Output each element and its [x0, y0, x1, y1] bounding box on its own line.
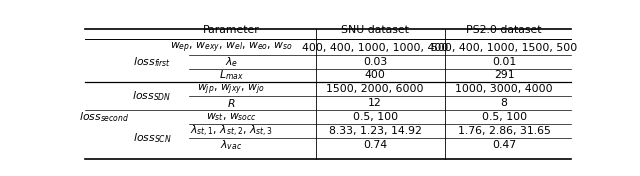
Text: $loss_{SCN}$: $loss_{SCN}$ [132, 131, 172, 145]
Text: $\lambda_{vac}$: $\lambda_{vac}$ [220, 138, 243, 152]
Text: $loss_{second}$: $loss_{second}$ [79, 110, 129, 124]
Text: 0.03: 0.03 [363, 57, 387, 67]
Text: $R$: $R$ [227, 97, 236, 109]
Text: 8.33, 1.23, 14.92: 8.33, 1.23, 14.92 [329, 126, 422, 136]
Text: 1000, 3000, 4000: 1000, 3000, 4000 [455, 84, 553, 94]
Text: $loss_{SDN}$: $loss_{SDN}$ [132, 89, 172, 103]
Text: $\lambda_{st,1}$, $\lambda_{st,2}$, $\lambda_{st,3}$: $\lambda_{st,1}$, $\lambda_{st,2}$, $\la… [190, 124, 273, 139]
Text: 1.76, 2.86, 31.65: 1.76, 2.86, 31.65 [458, 126, 550, 136]
Text: 0.47: 0.47 [492, 140, 516, 150]
Text: 8: 8 [500, 98, 508, 108]
Text: 500, 400, 1000, 1500, 500: 500, 400, 1000, 1500, 500 [431, 43, 577, 53]
Text: $loss_{first}$: $loss_{first}$ [133, 55, 171, 68]
Text: $L_{max}$: $L_{max}$ [219, 69, 244, 82]
Text: 12: 12 [368, 98, 382, 108]
Text: 400, 400, 1000, 1000, 400: 400, 400, 1000, 1000, 400 [302, 43, 448, 53]
Text: SNU dataset: SNU dataset [341, 25, 409, 35]
Text: 0.01: 0.01 [492, 57, 516, 67]
Text: 291: 291 [494, 71, 515, 80]
Text: 0.5, 100: 0.5, 100 [353, 112, 397, 122]
Text: 0.5, 100: 0.5, 100 [481, 112, 527, 122]
Text: PS2.0 dataset: PS2.0 dataset [467, 25, 542, 35]
Text: $w_{ep}$, $w_{exy}$, $w_{el}$, $w_{eo}$, $w_{so}$: $w_{ep}$, $w_{exy}$, $w_{el}$, $w_{eo}$,… [170, 40, 292, 55]
Text: $w_{st}$, $w_{socc}$: $w_{st}$, $w_{socc}$ [206, 111, 257, 123]
Text: 0.74: 0.74 [363, 140, 387, 150]
Text: $w_{jp}$, $w_{jxy}$, $w_{jo}$: $w_{jp}$, $w_{jxy}$, $w_{jo}$ [198, 82, 265, 97]
Text: Parameter: Parameter [203, 25, 260, 35]
Text: $\lambda_e$: $\lambda_e$ [225, 55, 238, 68]
Text: 1500, 2000, 6000: 1500, 2000, 6000 [326, 84, 424, 94]
Text: 400: 400 [365, 71, 385, 80]
